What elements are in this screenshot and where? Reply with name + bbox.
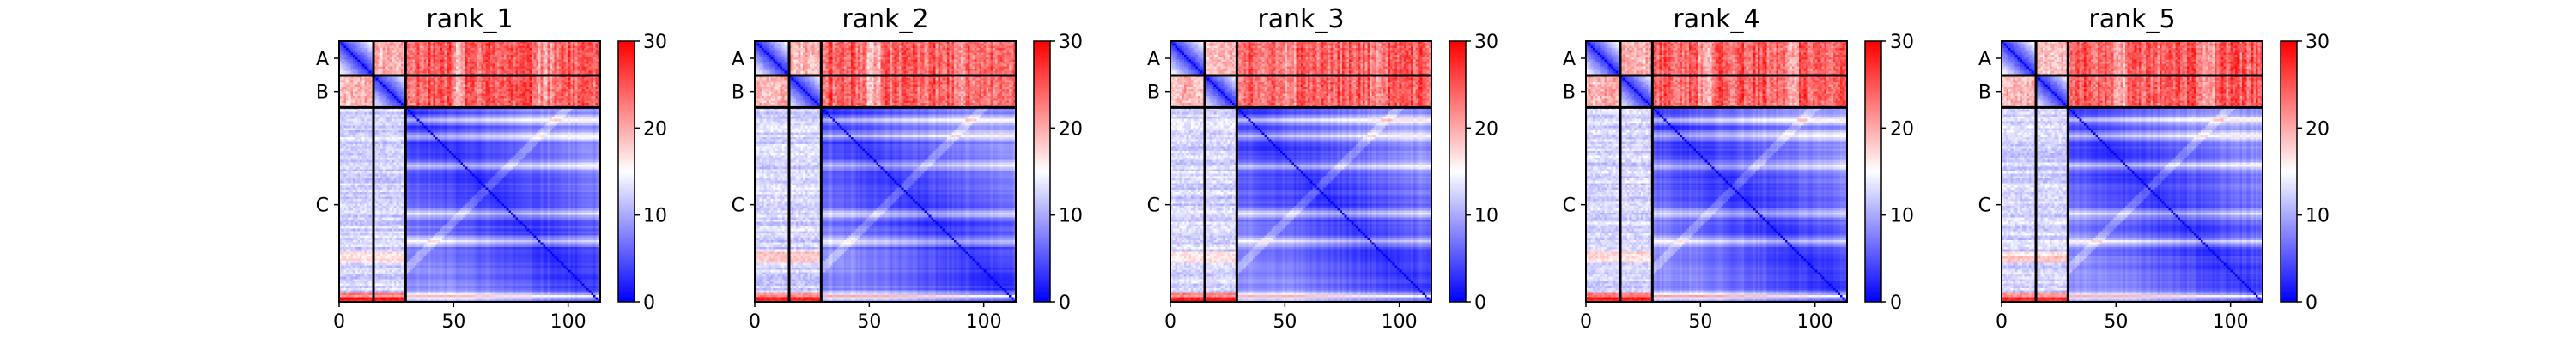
y-tick-label-chain-B: B bbox=[1978, 82, 1991, 104]
y-tick-label-chain-A: A bbox=[1147, 49, 1160, 70]
colorbar-gradient bbox=[1449, 41, 1466, 302]
colorbar-tick-label: 30 bbox=[1890, 32, 1914, 53]
colorbar-tick-label: 10 bbox=[1890, 206, 1914, 227]
colorbar-tick-label: 0 bbox=[2306, 292, 2318, 314]
x-tick-label: 0 bbox=[1580, 311, 1592, 333]
colorbar-tick-label: 10 bbox=[1474, 206, 1498, 227]
colorbar-tick-label: 20 bbox=[1059, 118, 1083, 140]
axes-frame bbox=[2001, 40, 2263, 303]
colorbar-tick-label: 0 bbox=[1890, 292, 1902, 314]
x-tick-label: 50 bbox=[1273, 311, 1297, 333]
colorbar-frame bbox=[1449, 40, 1467, 303]
panel-rank_1: rank_1 AB C 0 50 100 0 10 20 30 bbox=[316, 4, 667, 333]
x-tick-label: 0 bbox=[333, 311, 345, 333]
colorbar-tick-label: 20 bbox=[643, 118, 667, 140]
pae-heatmap bbox=[339, 41, 600, 302]
colorbar-frame bbox=[1033, 40, 1051, 303]
y-tick-label-chain-A: A bbox=[1563, 49, 1576, 70]
y-tick-label-chain-C: C bbox=[316, 196, 329, 217]
colorbar-gradient bbox=[1034, 41, 1050, 302]
x-tick-label: 0 bbox=[1996, 311, 2008, 333]
x-tick-label: 100 bbox=[966, 311, 1002, 333]
panel-title: rank_3 bbox=[1257, 4, 1344, 34]
y-tick-label-chain-A: A bbox=[1978, 49, 1991, 70]
x-tick-label: 50 bbox=[2104, 311, 2128, 333]
y-tick-label-chain-A: A bbox=[732, 49, 744, 70]
colorbar-gradient bbox=[2281, 41, 2297, 302]
colorbar-tick-label: 30 bbox=[1059, 32, 1083, 53]
colorbar-frame bbox=[1864, 40, 1882, 303]
x-tick-label: 100 bbox=[1797, 311, 1833, 333]
colorbar-tick-label: 10 bbox=[1059, 206, 1083, 227]
colorbar-tick-label: 0 bbox=[1474, 292, 1486, 314]
x-tick-label: 100 bbox=[1382, 311, 1418, 333]
y-tick-label-chain-C: C bbox=[1563, 196, 1576, 217]
colorbar-tick-label: 10 bbox=[643, 206, 667, 227]
colorbar-tick-label: 30 bbox=[1474, 32, 1498, 53]
y-tick-label-chain-A: A bbox=[316, 49, 329, 70]
colorbar-frame bbox=[2280, 40, 2298, 303]
panel-rank_3: rank_3 AB C 0 50 100 0 10 20 30 bbox=[1147, 4, 1498, 333]
axes-frame bbox=[1585, 40, 1848, 303]
pae-heatmap bbox=[755, 41, 1016, 302]
pae-heatmap bbox=[1586, 41, 1847, 302]
colorbar-tick-label: 30 bbox=[2306, 32, 2330, 53]
axes-frame bbox=[1170, 40, 1432, 303]
colorbar-tick-label: 0 bbox=[1059, 292, 1071, 314]
y-tick-label-chain-C: C bbox=[1147, 196, 1160, 217]
colorbar-tick-label: 20 bbox=[2306, 118, 2330, 140]
panel-rank_4: rank_4 AB C 0 50 100 0 10 20 30 bbox=[1563, 4, 1914, 333]
panel-title: rank_2 bbox=[841, 4, 928, 34]
panel-rank_2: rank_2 AB C 0 50 100 0 10 20 30 bbox=[732, 4, 1083, 333]
y-tick-label-chain-B: B bbox=[316, 82, 329, 104]
x-tick-label: 50 bbox=[857, 311, 881, 333]
y-tick-label-chain-B: B bbox=[1563, 82, 1576, 104]
axes-frame bbox=[338, 40, 601, 303]
axes-frame bbox=[754, 40, 1017, 303]
colorbar-tick-label: 20 bbox=[1890, 118, 1914, 140]
colorbar-tick-label: 30 bbox=[643, 32, 667, 53]
y-tick-label-chain-C: C bbox=[732, 196, 744, 217]
panel-title: rank_1 bbox=[426, 4, 513, 34]
y-tick-label-chain-B: B bbox=[1147, 82, 1160, 104]
x-tick-label: 50 bbox=[1688, 311, 1712, 333]
colorbar-frame bbox=[617, 40, 635, 303]
panel-title: rank_5 bbox=[2088, 4, 2175, 34]
y-tick-label-chain-C: C bbox=[1978, 196, 1991, 217]
x-tick-label: 0 bbox=[1164, 311, 1176, 333]
x-tick-label: 100 bbox=[550, 311, 586, 333]
colorbar-tick-label: 10 bbox=[2306, 206, 2330, 227]
panel-rank_5: rank_5 AB C 0 50 100 0 10 20 30 bbox=[1978, 4, 2330, 333]
x-tick-label: 100 bbox=[2213, 311, 2249, 333]
pae-heatmap bbox=[2002, 41, 2263, 302]
panel-title: rank_4 bbox=[1673, 4, 1759, 34]
colorbar-gradient bbox=[618, 41, 635, 302]
x-tick-label: 50 bbox=[441, 311, 465, 333]
colorbar-tick-label: 0 bbox=[643, 292, 655, 314]
pae-heatmap bbox=[1170, 41, 1431, 302]
colorbar-tick-label: 20 bbox=[1474, 118, 1498, 140]
x-tick-label: 0 bbox=[749, 311, 761, 333]
colorbar-gradient bbox=[1865, 41, 1881, 302]
y-tick-label-chain-B: B bbox=[732, 82, 744, 104]
